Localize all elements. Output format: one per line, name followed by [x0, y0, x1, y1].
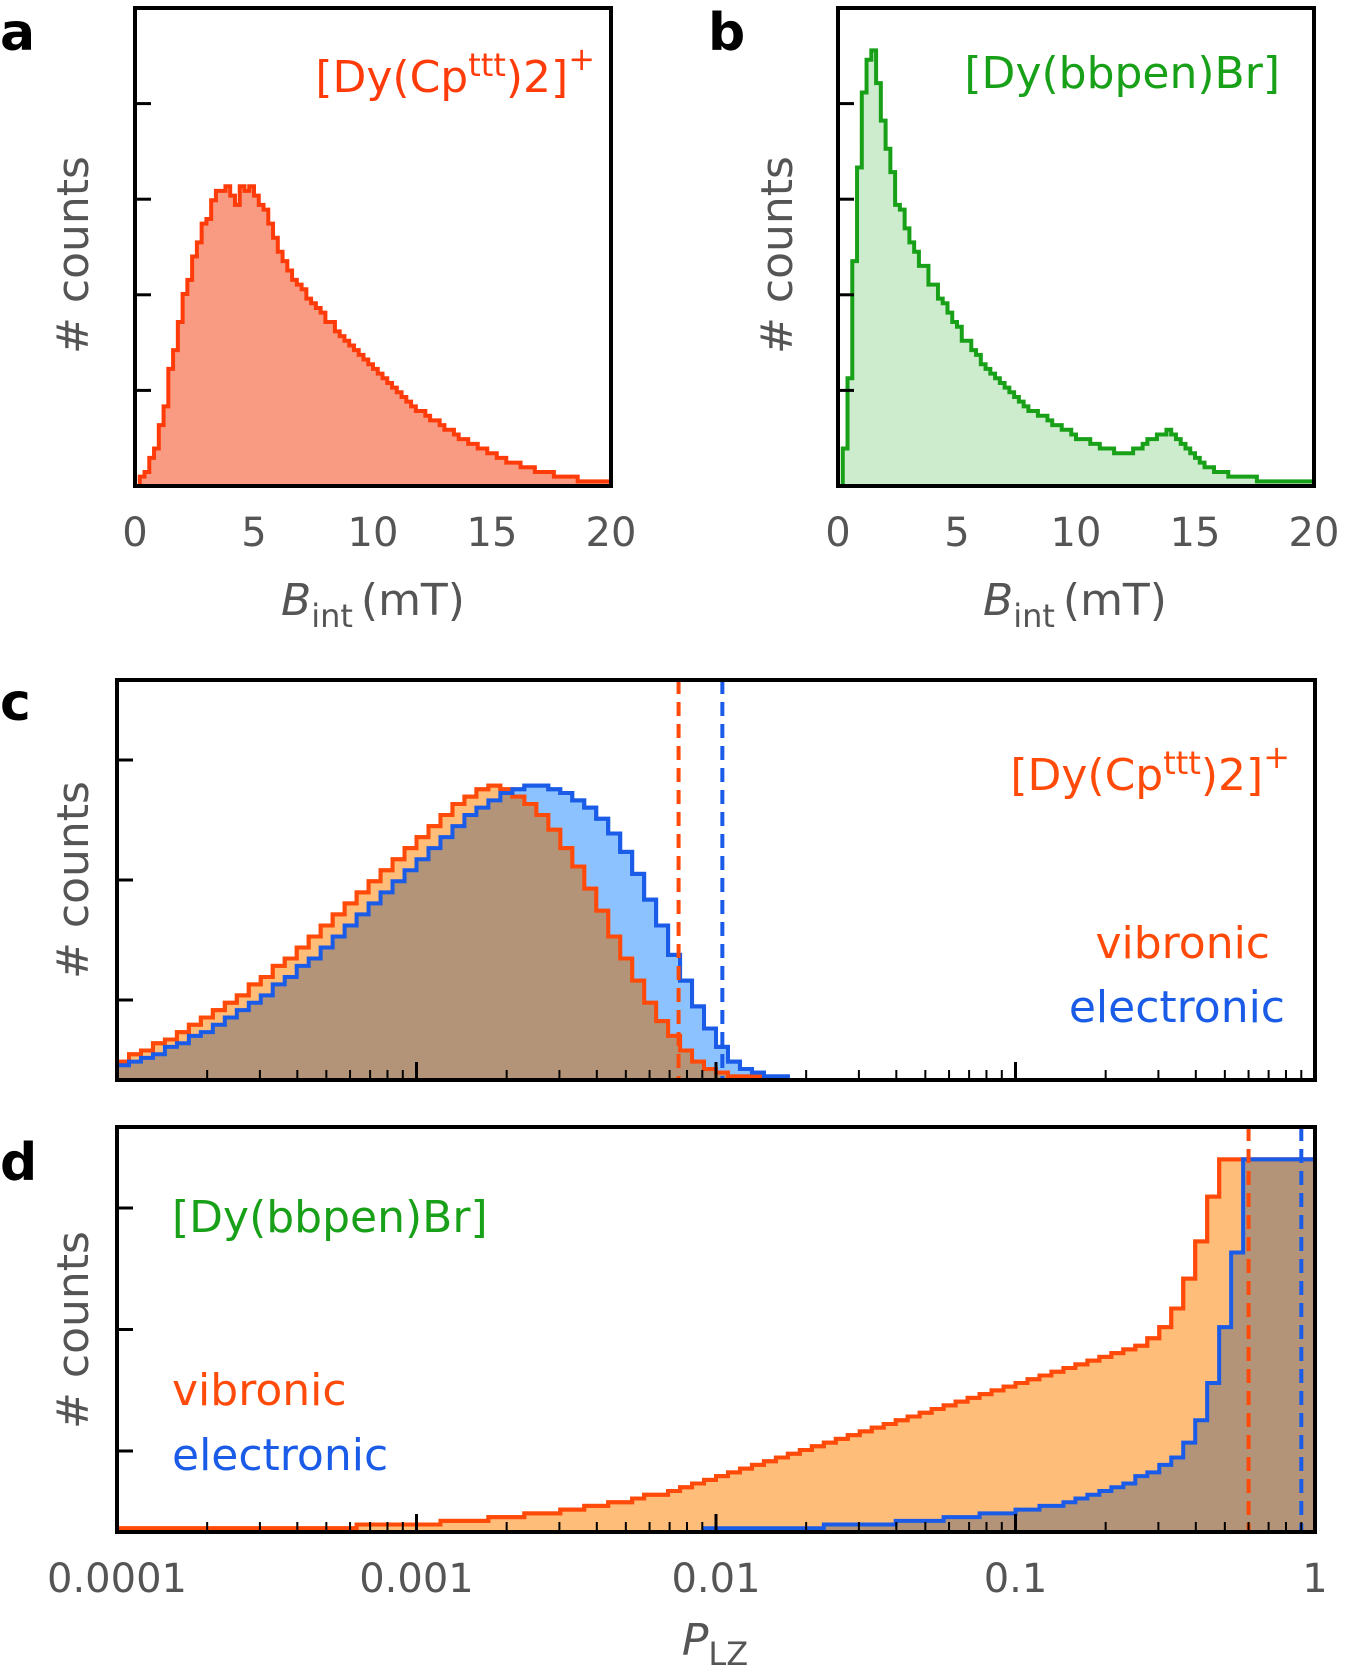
panel-b-frame [836, 6, 1316, 488]
d-xtick-label: 0.001 [359, 1556, 474, 1602]
panel-b-ticks [838, 102, 854, 392]
b-xtick-label: 0 [825, 510, 850, 556]
a-series-outline [135, 184, 611, 488]
panel-a-xlabel: Bint (mT) [281, 575, 465, 635]
d-overlap-fill [117, 1159, 1315, 1532]
panel-letter-b: b [708, 3, 745, 63]
b-xtick-label: 5 [944, 510, 969, 556]
d-xtick-label: 1 [1302, 1556, 1327, 1602]
panel-d-xlabel: PLZ [682, 1615, 748, 1668]
panel-c-frame [115, 678, 1317, 1082]
a-series-fill [135, 186, 611, 486]
panel-c-ylabel: # counts [48, 781, 99, 979]
a-xtick-label: 20 [586, 510, 637, 556]
panel-letter-a: a [0, 3, 35, 63]
panel-d-legend-electronic: electronic [172, 1430, 388, 1481]
panel-c-compound-label: [Dy(Cpttt)2]+ [1010, 738, 1290, 801]
panel-b-ylabel: # counts [752, 156, 803, 354]
b-series-fill [838, 50, 1314, 486]
panel-d-frame [115, 1125, 1317, 1534]
panel-c-legend-vibronic: vibronic [1095, 918, 1270, 969]
d-vibronic-fill [117, 1159, 1315, 1532]
b-xtick-label: 10 [1051, 510, 1102, 556]
b-xtick-label: 20 [1289, 510, 1340, 556]
panel-letter-d: d [0, 1133, 37, 1193]
d-xtick-label: 0.01 [671, 1556, 760, 1602]
panel-b: [Dy(bbpen)Br] # counts 0 5 10 15 20 Bint (mT) [752, 6, 1339, 635]
panel-a-ylabel: # counts [48, 156, 99, 354]
a-xtick-label: 15 [467, 510, 518, 556]
panel-d-xtick-labels: 0.0001 0.001 0.01 0.1 1 [47, 1556, 1328, 1602]
panel-letter-c: c [0, 673, 31, 733]
d-xtick-label: 0.0001 [47, 1556, 187, 1602]
b-series-outline [838, 48, 1314, 488]
panel-c: [Dy(Cpttt)2]+ vibronic electronic # coun… [48, 678, 1317, 1082]
panel-c-legend-electronic: electronic [1069, 982, 1285, 1033]
panel-a-histogram [135, 184, 611, 488]
b-xtick-label: 15 [1170, 510, 1221, 556]
panel-a: [Dy(Cpttt)2]+ # counts 0 5 10 15 20 Bint (mT) [48, 6, 636, 635]
d-xtick-label: 0.1 [984, 1556, 1048, 1602]
panel-a-ticks [135, 102, 151, 392]
a-xtick-label: 0 [122, 510, 147, 556]
panel-a-xtick-labels: 0 5 10 15 20 [122, 510, 636, 556]
a-xtick-label: 5 [241, 510, 266, 556]
a-xtick-label: 10 [348, 510, 399, 556]
panel-d-ylabel: # counts [48, 1231, 99, 1429]
panel-b-compound-label: [Dy(bbpen)Br] [964, 48, 1280, 99]
panel-a-frame [133, 6, 613, 488]
panel-b-xlabel: Bint (mT) [983, 575, 1167, 635]
panel-a-compound-label: [Dy(Cpttt)2]+ [315, 40, 595, 103]
panel-d-legend-vibronic: vibronic [172, 1365, 347, 1416]
panel-b-xtick-labels: 0 5 10 15 20 [825, 510, 1339, 556]
panel-d: [Dy(bbpen)Br] vibronic electronic # coun… [47, 1125, 1328, 1668]
panel-d-compound-label: [Dy(bbpen)Br] [172, 1192, 488, 1243]
panel-b-histogram [838, 48, 1314, 488]
